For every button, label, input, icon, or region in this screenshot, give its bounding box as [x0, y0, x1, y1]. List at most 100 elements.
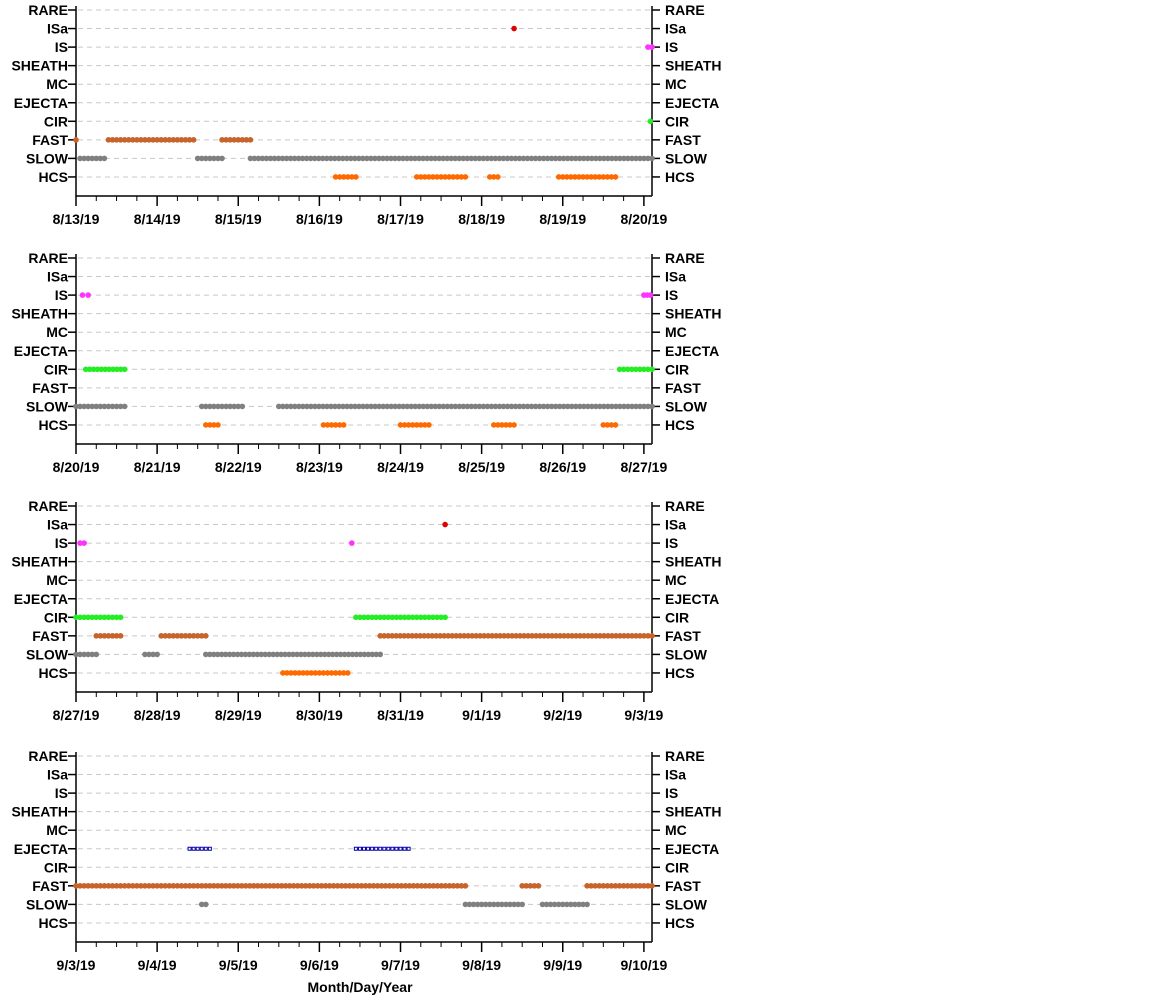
data-point — [600, 174, 607, 180]
data-point — [344, 174, 351, 180]
data-point — [150, 883, 156, 889]
xtick-label: 9/10/19 — [621, 957, 668, 973]
data-point — [450, 174, 457, 180]
data-point — [508, 403, 515, 410]
ylabel-right-hcs: HCS — [665, 169, 695, 185]
data-point — [109, 883, 116, 889]
data-point — [398, 883, 405, 889]
data-point — [434, 174, 440, 180]
data-point — [266, 883, 273, 889]
data-point — [609, 403, 615, 410]
data-point — [313, 651, 320, 658]
data-point — [219, 155, 225, 162]
data-point — [344, 155, 350, 162]
data-point — [476, 155, 483, 162]
data-point — [481, 633, 487, 639]
data-point — [310, 883, 317, 889]
data-point — [77, 155, 83, 162]
data-point — [560, 403, 567, 410]
data-point — [548, 155, 555, 162]
data-point — [647, 118, 654, 125]
xtick-label: 8/23/19 — [296, 459, 343, 475]
data-point — [362, 883, 369, 889]
data-point — [246, 883, 253, 889]
segment-hcs — [397, 422, 432, 428]
data-point — [349, 540, 355, 546]
data-point — [617, 403, 623, 410]
data-point — [449, 633, 455, 639]
data-point — [641, 883, 647, 889]
data-point — [345, 651, 352, 658]
ylabel-left-ejecta: EJECTA — [14, 95, 68, 111]
data-point — [401, 422, 408, 428]
data-point — [247, 155, 254, 162]
data-point — [649, 633, 655, 639]
data-point — [243, 137, 250, 143]
ylabel-left-is: IS — [55, 287, 68, 303]
data-point — [448, 155, 455, 162]
data-point — [150, 137, 156, 143]
data-point — [286, 651, 292, 658]
data-point — [291, 155, 298, 162]
xtick-label: 8/24/19 — [377, 459, 424, 475]
data-point — [548, 403, 555, 410]
data-point — [323, 155, 330, 162]
data-point — [258, 883, 265, 889]
segment-hcs — [203, 422, 221, 428]
xtick-label: 9/8/19 — [462, 957, 501, 973]
data-point — [461, 633, 467, 639]
data-point — [150, 651, 156, 658]
data-point — [430, 614, 436, 621]
data-point — [258, 651, 265, 658]
data-point — [470, 901, 477, 908]
data-point — [332, 174, 339, 180]
ylabel-right-rare: RARE — [665, 498, 705, 514]
xtick-label: 9/1/19 — [462, 707, 501, 723]
data-point — [330, 883, 337, 889]
data-point — [89, 883, 96, 889]
data-point — [336, 403, 342, 410]
xtick-label: 8/31/19 — [377, 707, 424, 723]
data-point — [214, 883, 221, 889]
data-point — [397, 633, 404, 639]
data-point — [465, 633, 471, 639]
data-point — [166, 883, 173, 889]
data-point — [320, 422, 327, 428]
data-point — [191, 846, 196, 851]
data-point — [536, 155, 543, 162]
data-point — [524, 155, 531, 162]
ylabel-left-rare: RARE — [28, 250, 68, 266]
data-point — [85, 403, 91, 410]
xtick-label: 8/20/19 — [621, 211, 668, 227]
data-point — [314, 883, 321, 889]
data-point — [417, 422, 424, 428]
data-point — [299, 155, 306, 162]
data-point — [190, 633, 197, 639]
data-point — [440, 403, 447, 410]
data-point — [211, 422, 217, 428]
data-point — [279, 155, 286, 162]
data-point — [113, 614, 120, 621]
segment-hcs — [413, 174, 469, 180]
data-point — [306, 883, 313, 889]
data-point — [617, 633, 623, 639]
data-point — [97, 155, 104, 162]
segment-cir — [616, 366, 655, 373]
data-point — [333, 651, 340, 658]
data-point — [432, 155, 438, 162]
data-point — [445, 633, 451, 639]
data-point — [389, 633, 396, 639]
data-point — [364, 403, 370, 410]
data-point — [613, 403, 619, 410]
data-point — [146, 651, 152, 658]
data-point — [633, 403, 639, 410]
xtick-label: 8/27/19 — [53, 707, 100, 723]
data-point — [154, 883, 160, 889]
data-point — [426, 174, 432, 180]
data-point — [497, 633, 503, 639]
data-point — [527, 883, 534, 889]
data-point — [113, 137, 120, 143]
data-point — [166, 633, 173, 639]
ylabel-left-cir: CIR — [44, 113, 68, 129]
data-point — [499, 901, 505, 908]
